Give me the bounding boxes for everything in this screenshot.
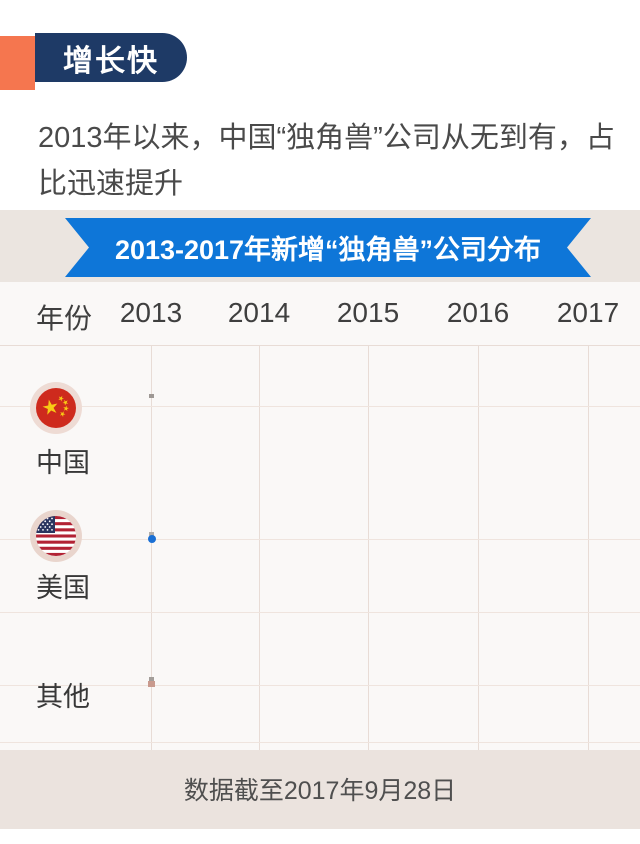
year-column-header: 年份 xyxy=(36,303,93,334)
row-label-china: 中国 xyxy=(36,448,90,478)
row-label-other: 其他 xyxy=(36,682,90,712)
year-label-2015: 2015 xyxy=(336,297,400,328)
marker-usa-2013-cap xyxy=(149,532,154,536)
marker-other-2013-cap xyxy=(149,677,154,681)
gridline-2013 xyxy=(151,345,152,750)
year-label-2014: 2014 xyxy=(227,297,291,328)
other-row-baseline xyxy=(0,685,640,686)
year-label-2017: 2017 xyxy=(556,297,620,328)
data-cutoff-note: 数据截至2017年9月28日 xyxy=(183,777,457,805)
chart-title-ribbon: 2013-2017年新增“独角兽”公司分布 xyxy=(65,218,591,277)
row-divider-line xyxy=(0,612,640,613)
usa-flag-ring xyxy=(30,510,82,562)
china-flag-ring xyxy=(30,382,82,434)
section-tag-pill: 增长快 xyxy=(35,33,187,82)
section-tag-label: 增长快 xyxy=(63,44,159,78)
usa-row-baseline xyxy=(0,539,640,540)
china-flag-icon xyxy=(36,388,76,428)
accent-orange-block xyxy=(0,36,35,90)
footer-strip: 数据截至2017年9月28日 xyxy=(0,750,640,829)
marker-china-2013 xyxy=(149,394,154,398)
gridline-2016 xyxy=(478,345,479,750)
marker-usa-2013 xyxy=(148,535,156,543)
intro-text: 2013年以来，中国“独角兽”公司从无到有，占比迅速提升 xyxy=(38,122,615,200)
table-bottom-line xyxy=(0,742,640,743)
china-row-baseline xyxy=(0,406,640,407)
gridline-2014 xyxy=(259,345,260,750)
table-background xyxy=(0,282,640,750)
year-label-2016: 2016 xyxy=(446,297,510,328)
marker-other-2013 xyxy=(148,681,155,687)
gridline-2017 xyxy=(588,345,589,750)
chart-title: 2013-2017年新增“独角兽”公司分布 xyxy=(114,235,542,265)
gridline-2015 xyxy=(368,345,369,750)
year-label-2013: 2013 xyxy=(119,297,183,328)
header-separator-line xyxy=(0,345,640,346)
usa-flag-icon xyxy=(36,516,76,556)
row-label-usa: 美国 xyxy=(36,573,90,603)
